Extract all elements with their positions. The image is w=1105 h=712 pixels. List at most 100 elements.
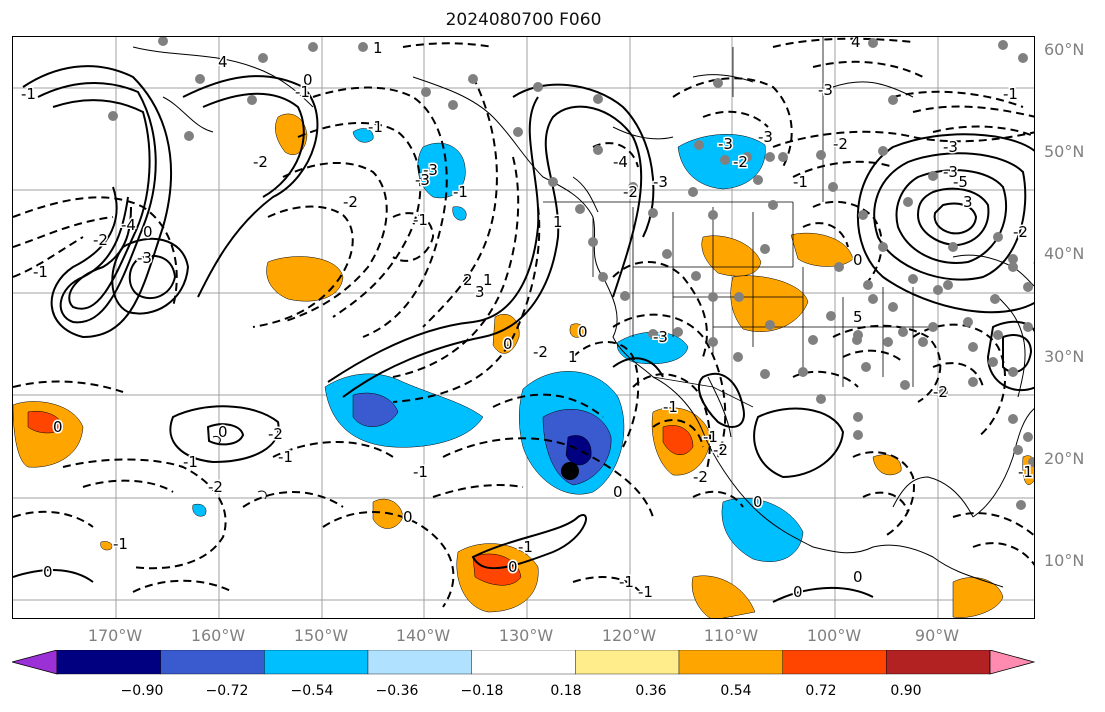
lat-label: 10°N [1044, 551, 1085, 570]
contour-label: -2 [208, 478, 223, 496]
contour-label: -1 [518, 538, 533, 556]
contour-label: -1 [278, 448, 293, 466]
contour-label: -1 [368, 118, 383, 136]
coastlines [132, 46, 1034, 588]
anomaly-patch [662, 425, 694, 455]
lon-label: 150°W [293, 626, 349, 645]
contour-label: -1 [295, 83, 310, 101]
lon-label: 170°W [87, 626, 143, 645]
contour-label: 0 [218, 423, 228, 441]
contour-label: 0 [43, 563, 53, 581]
lon-label: 120°W [601, 626, 657, 645]
contour-label: 4 [851, 37, 861, 51]
contour-label: 0 [53, 418, 63, 436]
contour-label: -1 [33, 263, 48, 281]
map-panel: 4 -1 1 0 -1 -2 -3 -4 -2 -1 -3 -1 -2 0 2 3 -3 -1 -1 1 1 0 -4 -2-… [12, 36, 1035, 619]
lat-label: 20°N [1044, 449, 1085, 468]
contour-label: -3 [415, 171, 430, 189]
colorbar-cell [160, 650, 265, 675]
highlight-marker [561, 462, 579, 480]
anomaly-patch [872, 454, 902, 476]
lat-label: 50°N [1044, 142, 1085, 161]
contour-label: -1 [703, 428, 718, 446]
contour-label: -2 [253, 153, 268, 171]
anomaly-patch [952, 577, 1004, 618]
anomaly-patch [790, 232, 854, 267]
contour-label: -1 [619, 573, 634, 591]
colorbar-cell [782, 650, 887, 675]
anomaly-patch [452, 206, 467, 221]
contour-label: -3 [653, 328, 668, 346]
contour-label: -4 [613, 153, 628, 171]
contour-label: -1 [183, 453, 198, 471]
contour-label: 0 [303, 71, 313, 89]
contour-label: -2 [533, 343, 548, 361]
contour-label: -3 [653, 173, 668, 191]
lon-label: 90°W [914, 626, 960, 645]
colorbar-cell [56, 650, 161, 675]
contour-label: -3 [718, 135, 733, 153]
anomaly-patch [192, 503, 207, 517]
contour-label: 0 [753, 493, 763, 511]
contour-label: -1 [413, 463, 428, 481]
contour-label: -1 [413, 211, 428, 229]
contour-label: -2 [268, 425, 283, 443]
contour-label: 4 [218, 53, 228, 71]
anomaly-patch [266, 256, 344, 302]
contour-label: 3 [963, 193, 973, 211]
contour-label: 0 [793, 583, 803, 601]
contour-label: -1 [793, 173, 808, 191]
colorbar-tick-label: 0.36 [635, 683, 667, 699]
colorbar-cell [886, 650, 991, 675]
anomaly-patch [352, 128, 374, 143]
anomaly-patch [27, 411, 64, 434]
contour-label: -1 [638, 583, 653, 601]
contour-label: 1 [483, 271, 493, 289]
colorbar-tick-label: −0.54 [290, 683, 334, 699]
map-title: 2024080700 F060 [445, 10, 602, 30]
colorbar-cell [264, 650, 369, 675]
contour-label: -3 [943, 163, 958, 181]
contour-label: -1 [113, 535, 128, 553]
colorbar-cell [575, 650, 680, 675]
contour-labels: 4-110-1-2-3-4-2-1-3-1-2023-3-1-1110-4-2-… [20, 37, 1035, 603]
contour-label: 0 [403, 508, 413, 526]
contour-label: 0 [508, 558, 518, 576]
colorbar-extend-min [12, 650, 58, 675]
contour-label: -3 [423, 161, 438, 179]
contour-label: -2 [343, 193, 358, 211]
lon-label: 110°W [703, 626, 759, 645]
colorbar [12, 650, 1035, 675]
contour-label: 0 [613, 483, 623, 501]
anomaly-patch [352, 392, 399, 427]
contour-label: -1 [453, 183, 468, 201]
contour-label: -3 [758, 128, 773, 146]
contour-label: -2 [693, 468, 708, 486]
contour-label: 3 [475, 283, 485, 301]
colorbar-tick-label: −0.90 [120, 683, 164, 699]
colorbar-cell [678, 650, 783, 675]
contour-label: -2 [833, 135, 848, 153]
contour-label: 1 [553, 213, 563, 231]
contour-label: 1 [373, 39, 383, 57]
anomaly-patch [472, 553, 522, 586]
anomaly-patch [13, 401, 84, 468]
colorbar-tick-label: 0.90 [890, 683, 922, 699]
lat-label: 40°N [1044, 244, 1085, 263]
contour-label: -1 [1003, 85, 1018, 103]
contour-label: 1 [568, 348, 578, 366]
contour-label: -3 [818, 81, 833, 99]
anomaly-patch [324, 373, 484, 448]
station-dots [108, 37, 1034, 510]
colorbar-tick-label: 0.72 [805, 683, 837, 699]
contour-label: -2 [623, 183, 638, 201]
lat-label: 60°N [1044, 40, 1085, 59]
contour-label: 0 [503, 335, 513, 353]
contour-label: -2 [713, 441, 728, 459]
colorbar-tick-label: 0.18 [550, 683, 582, 699]
graticule [13, 37, 1034, 618]
anomaly-patch [691, 575, 756, 618]
contour-label: -2 [933, 383, 948, 401]
contour-label: -3 [137, 249, 152, 267]
contours-dashed [13, 37, 1034, 608]
